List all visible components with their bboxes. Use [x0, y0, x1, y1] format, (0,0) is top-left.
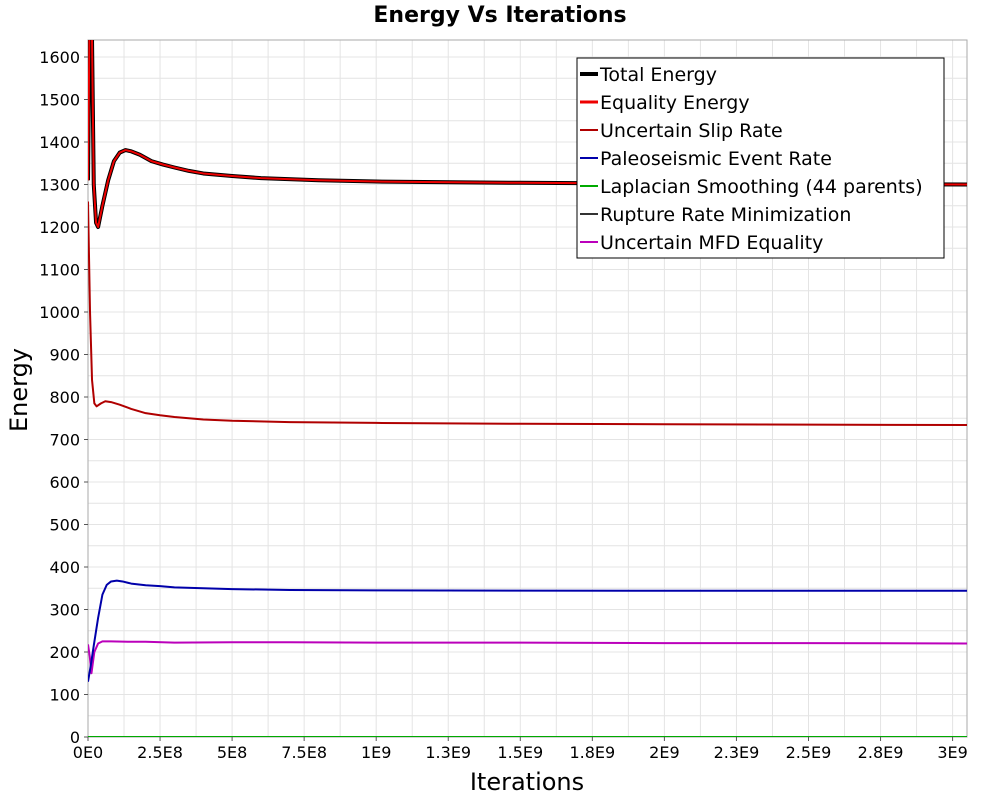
legend-label: Equality Energy — [600, 92, 750, 114]
y-tick-label: 500 — [49, 516, 80, 535]
legend: Total Energy Equality Energy Uncertain Sli… — [576, 57, 945, 259]
x-tick-label: 2.5E8 — [137, 743, 183, 762]
series-line — [88, 579, 967, 682]
y-tick-label: 0 — [70, 728, 80, 747]
legend-label: Uncertain MFD Equality — [600, 232, 823, 254]
x-tick-label: 3E9 — [937, 743, 967, 762]
plot-area — [88, 40, 967, 737]
y-axis-ticks: 0 100 200 300 400 500 600 700 800 900 1000 1100 1200… — [39, 48, 88, 747]
series-line — [88, 201, 967, 427]
y-tick-label: 900 — [49, 346, 80, 365]
x-axis-label: Iterations — [470, 768, 584, 796]
y-tick-label: 1500 — [39, 91, 80, 110]
y-tick-label: 300 — [49, 601, 80, 620]
y-tick-label: 600 — [49, 473, 80, 492]
y-tick-label: 1600 — [39, 48, 80, 67]
x-tick-label: 1.3E9 — [425, 743, 471, 762]
x-tick-label: 0E0 — [73, 743, 103, 762]
x-tick-label: 2E9 — [649, 743, 679, 762]
y-tick-label: 400 — [49, 558, 80, 577]
legend-label: Rupture Rate Minimization — [600, 204, 851, 226]
series-line — [88, 640, 967, 675]
x-tick-label: 5E8 — [217, 743, 247, 762]
x-tick-label: 2.5E9 — [786, 743, 832, 762]
y-tick-label: 1100 — [39, 261, 80, 280]
series-line-overlay — [88, 40, 967, 228]
chart-title: Energy Vs Iterations — [373, 3, 626, 28]
y-tick-label: 100 — [49, 686, 80, 705]
legend-label: Paleoseismic Event Rate — [600, 148, 832, 170]
legend-label: Uncertain Slip Rate — [600, 120, 783, 142]
y-tick-label: 700 — [49, 431, 80, 450]
legend-box — [576, 57, 945, 259]
y-tick-label: 1300 — [39, 176, 80, 195]
x-tick-label: 1.8E9 — [569, 743, 615, 762]
x-tick-label: 2.3E9 — [714, 743, 760, 762]
y-tick-label: 1400 — [39, 133, 80, 152]
legend-label: Laplacian Smoothing (44 parents) — [600, 176, 923, 198]
y-axis-label: Energy — [5, 348, 33, 432]
legend-label: Total Energy — [599, 64, 717, 86]
x-tick-label: 1.5E9 — [497, 743, 543, 762]
y-tick-label: 1000 — [39, 303, 80, 322]
x-tick-label: 7.5E8 — [281, 743, 327, 762]
y-tick-label: 1200 — [39, 218, 80, 237]
x-axis-ticks: 0E0 2.5E8 5E8 7.5E8 1E9 1.3E9 1.5E9 1.8E9 2E9 2.3… — [73, 737, 968, 762]
x-tick-label: 1E9 — [361, 743, 391, 762]
x-tick-label: 2.8E9 — [858, 743, 904, 762]
y-tick-label: 200 — [49, 643, 80, 662]
y-tick-label: 800 — [49, 388, 80, 407]
